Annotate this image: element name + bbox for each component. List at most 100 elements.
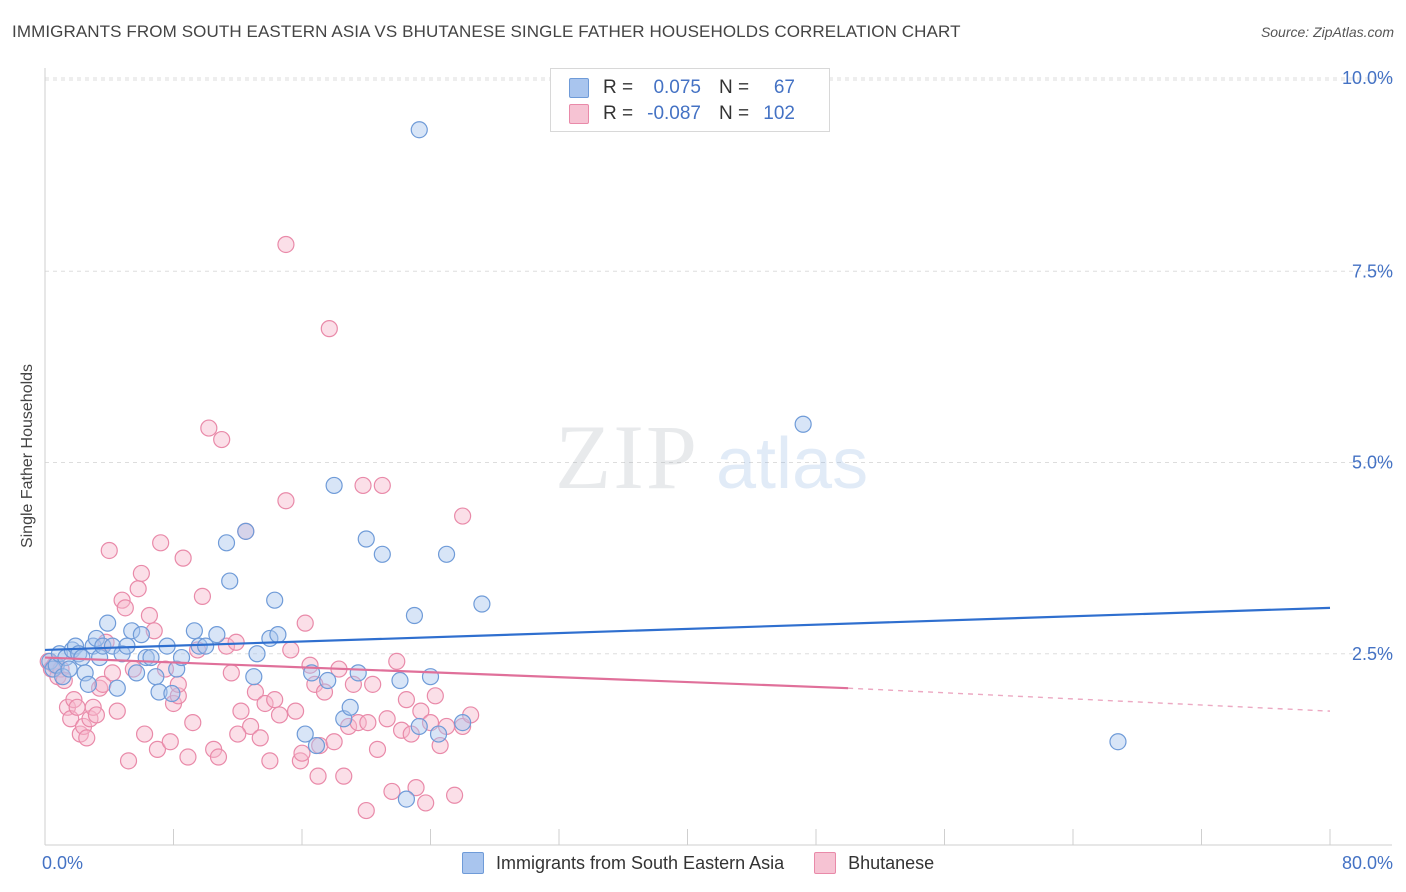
sea-point: [147, 668, 165, 686]
bhutanese-point: [261, 752, 279, 770]
bhutanese-point: [229, 725, 247, 743]
bhutanese-point: [116, 599, 134, 617]
bhutanese-point: [335, 767, 353, 785]
bhutanese-point: [445, 786, 464, 804]
sea-point: [325, 476, 343, 495]
sea-point: [794, 415, 812, 433]
bhutanese-points: [39, 235, 480, 820]
sea-point: [208, 626, 226, 644]
bhutanese-point: [174, 549, 192, 567]
legend-n-label: N =: [719, 77, 750, 98]
sea-point: [108, 679, 126, 697]
chart-title: IMMIGRANTS FROM SOUTH EASTERN ASIA VS BH…: [12, 22, 961, 41]
watermark-zip: ZIP: [555, 406, 699, 508]
bhutanese-point: [293, 744, 311, 762]
bhutanese-point: [78, 729, 96, 747]
sea-point: [150, 683, 168, 701]
legend-n-label: N =: [719, 103, 750, 124]
bhutanese-point: [364, 675, 382, 693]
bhutanese-point: [242, 717, 260, 736]
sea-point: [341, 698, 359, 716]
sea-point: [197, 637, 215, 655]
bhutanese-point: [227, 633, 245, 651]
y-tick-label: 5.0%: [1352, 453, 1393, 473]
bhutanese-point: [103, 664, 122, 682]
sea-point: [437, 545, 456, 563]
legend-r-label: R =: [603, 103, 634, 124]
bhutanese-point: [119, 752, 138, 770]
grid-lines: [45, 77, 1392, 655]
sea-point: [123, 622, 141, 640]
bhutanese-point: [200, 419, 218, 437]
bhutanese-point: [222, 664, 240, 682]
series-legend: Immigrants from South Eastern Asia Bhuta…: [462, 852, 964, 874]
legend-row-series1: R = 0.075 N = 67: [569, 75, 795, 101]
bhutanese-point: [132, 564, 150, 583]
sea-point: [391, 671, 409, 690]
sea-point: [410, 717, 428, 736]
bhutanese-trend-extension: [848, 687, 1331, 712]
bhutanese-trend-line: [44, 656, 849, 690]
bhutanese-point: [357, 801, 375, 820]
sea-point: [405, 606, 424, 625]
bhutanese-point: [417, 794, 435, 812]
legend-r-label: R =: [603, 77, 634, 98]
legend-swatch-series1: [569, 78, 589, 98]
sea-point: [245, 668, 263, 686]
bhutanese-point: [320, 320, 338, 338]
y-tick-label: 7.5%: [1352, 261, 1393, 281]
y-tick-label: 10.0%: [1342, 68, 1393, 88]
sea-point: [163, 684, 181, 703]
bhutanese-point: [217, 637, 236, 655]
legend-r-value-series1: 0.075: [653, 77, 701, 98]
bhutanese-point: [286, 702, 305, 720]
bhutanese-point: [140, 606, 159, 625]
bhutanese-point: [145, 622, 163, 640]
legend-label-bhutanese: Bhutanese: [848, 852, 935, 873]
sea-point: [79, 675, 97, 693]
sea-point: [221, 572, 239, 590]
legend-swatch-sea: [462, 852, 484, 874]
bhutanese-point: [397, 691, 416, 709]
legend-r-value-series2: -0.087: [647, 103, 701, 124]
bhutanese-point: [232, 702, 250, 720]
source-label: Source: ZipAtlas.com: [1260, 24, 1394, 40]
bhutanese-point: [135, 725, 154, 743]
bhutanese-point: [270, 706, 289, 724]
legend-item-bhutanese: Bhutanese: [814, 852, 934, 874]
legend-label-sea: Immigrants from South Eastern Asia: [496, 852, 785, 873]
trend-lines: [44, 606, 1331, 712]
sea-point: [410, 121, 428, 139]
legend-swatch-series2: [569, 104, 589, 124]
bhutanese-point: [108, 702, 126, 720]
sea-point: [217, 534, 236, 552]
bhutanese-point: [161, 733, 179, 751]
bhutanese-point: [388, 652, 406, 671]
bhutanese-point: [193, 587, 212, 605]
bhutanese-point: [100, 541, 118, 560]
bhutanese-point: [129, 580, 147, 598]
bhutanese-point: [368, 740, 387, 758]
legend-n-value-series2: 102: [763, 103, 795, 124]
bhutanese-point: [296, 614, 314, 632]
watermark: ZIP atlas: [555, 406, 868, 508]
bhutanese-point: [184, 713, 202, 732]
sea-point: [185, 622, 203, 640]
legend-swatch-bhutanese: [814, 852, 837, 874]
legend-n-value-series1: 67: [773, 77, 795, 98]
sea-point: [473, 595, 491, 613]
sea-point: [429, 725, 448, 743]
bhutanese-point: [152, 534, 170, 552]
sea-point: [349, 664, 367, 682]
x-tick-min: 0.0%: [42, 853, 84, 873]
sea-point: [142, 648, 160, 667]
sea-point: [1109, 733, 1127, 751]
y-tick-label: 2.5%: [1352, 644, 1393, 664]
sea-point: [319, 671, 337, 690]
bhutanese-point: [277, 492, 295, 510]
bhutanese-point: [68, 698, 86, 716]
legend-item-sea: Immigrants from South Eastern Asia: [462, 852, 784, 874]
sea-point: [269, 626, 287, 644]
bhutanese-point: [354, 476, 372, 495]
